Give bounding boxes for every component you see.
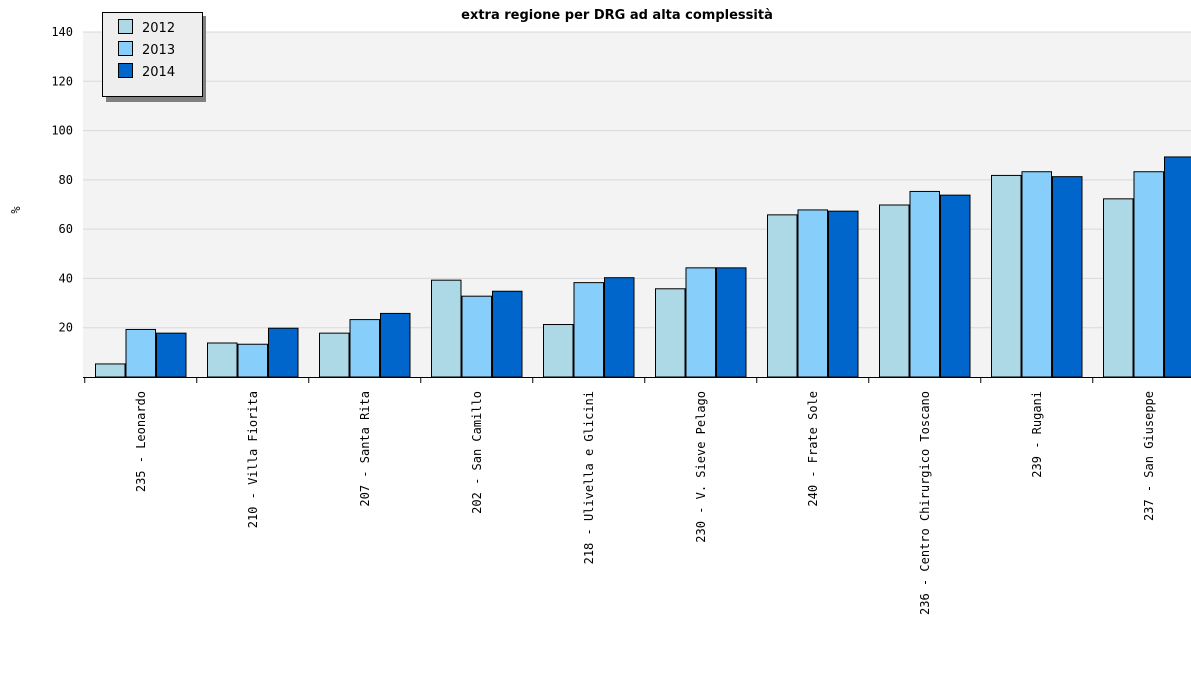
x-tick-label: 202 - San Camillo <box>470 391 484 514</box>
y-tick-label: 120 <box>51 74 73 88</box>
bar <box>492 290 523 378</box>
y-tick-label: 100 <box>51 124 73 138</box>
chart-title: extra regione per DRG ad alta complessit… <box>461 8 773 23</box>
bar <box>237 343 268 378</box>
bar <box>604 277 635 378</box>
bar <box>1021 171 1052 378</box>
bar <box>716 267 747 378</box>
bar <box>380 312 411 378</box>
legend-swatch <box>118 41 133 56</box>
bar <box>156 332 187 378</box>
legend-label: 2012 <box>142 21 175 36</box>
legend-label: 2013 <box>142 43 175 58</box>
bar <box>879 204 910 378</box>
bar <box>909 190 940 378</box>
bar <box>1133 171 1164 378</box>
y-axis-label: % <box>9 206 23 214</box>
bar <box>207 342 238 378</box>
bar <box>767 214 798 378</box>
bar <box>543 324 574 378</box>
x-tick-label: 236 - Centro Chirurgico Toscano <box>918 391 932 615</box>
y-tick-label: 40 <box>59 271 73 285</box>
bar <box>125 328 156 378</box>
bar <box>461 295 492 378</box>
bar <box>685 267 716 378</box>
bar <box>431 279 462 378</box>
y-tick-label: 20 <box>59 321 73 335</box>
y-tick-label: 140 <box>51 25 73 39</box>
bar <box>573 282 604 378</box>
y-tick-label: 60 <box>59 222 73 236</box>
legend-label: 2014 <box>142 65 175 80</box>
bar <box>655 288 686 378</box>
bar <box>1103 198 1134 378</box>
x-tick-label: 230 - V. Sieve Pelago <box>694 391 708 543</box>
bar <box>319 332 350 378</box>
bar <box>991 174 1022 378</box>
x-tick-label: 240 - Frate Sole <box>806 391 820 507</box>
x-tick-label: 239 - Rugani <box>1030 391 1044 478</box>
x-tick-label: 235 - Leonardo <box>134 391 148 492</box>
y-tick-label: 80 <box>59 173 73 187</box>
bar <box>940 194 971 378</box>
bar <box>268 327 299 378</box>
x-tick-label: 210 - Villa Fiorita <box>246 391 260 528</box>
bar <box>1164 156 1191 378</box>
bar <box>95 363 126 378</box>
legend-swatch <box>118 63 133 78</box>
legend-swatch <box>118 19 133 34</box>
bar <box>349 319 380 378</box>
bar <box>1052 176 1083 378</box>
x-tick-label: 207 - Santa Rita <box>358 391 372 507</box>
bar <box>797 209 828 378</box>
bar <box>828 210 859 378</box>
x-tick-label: 218 - Ulivella e Glicini <box>582 391 596 564</box>
x-tick-label: 237 - San Giuseppe <box>1142 391 1156 521</box>
